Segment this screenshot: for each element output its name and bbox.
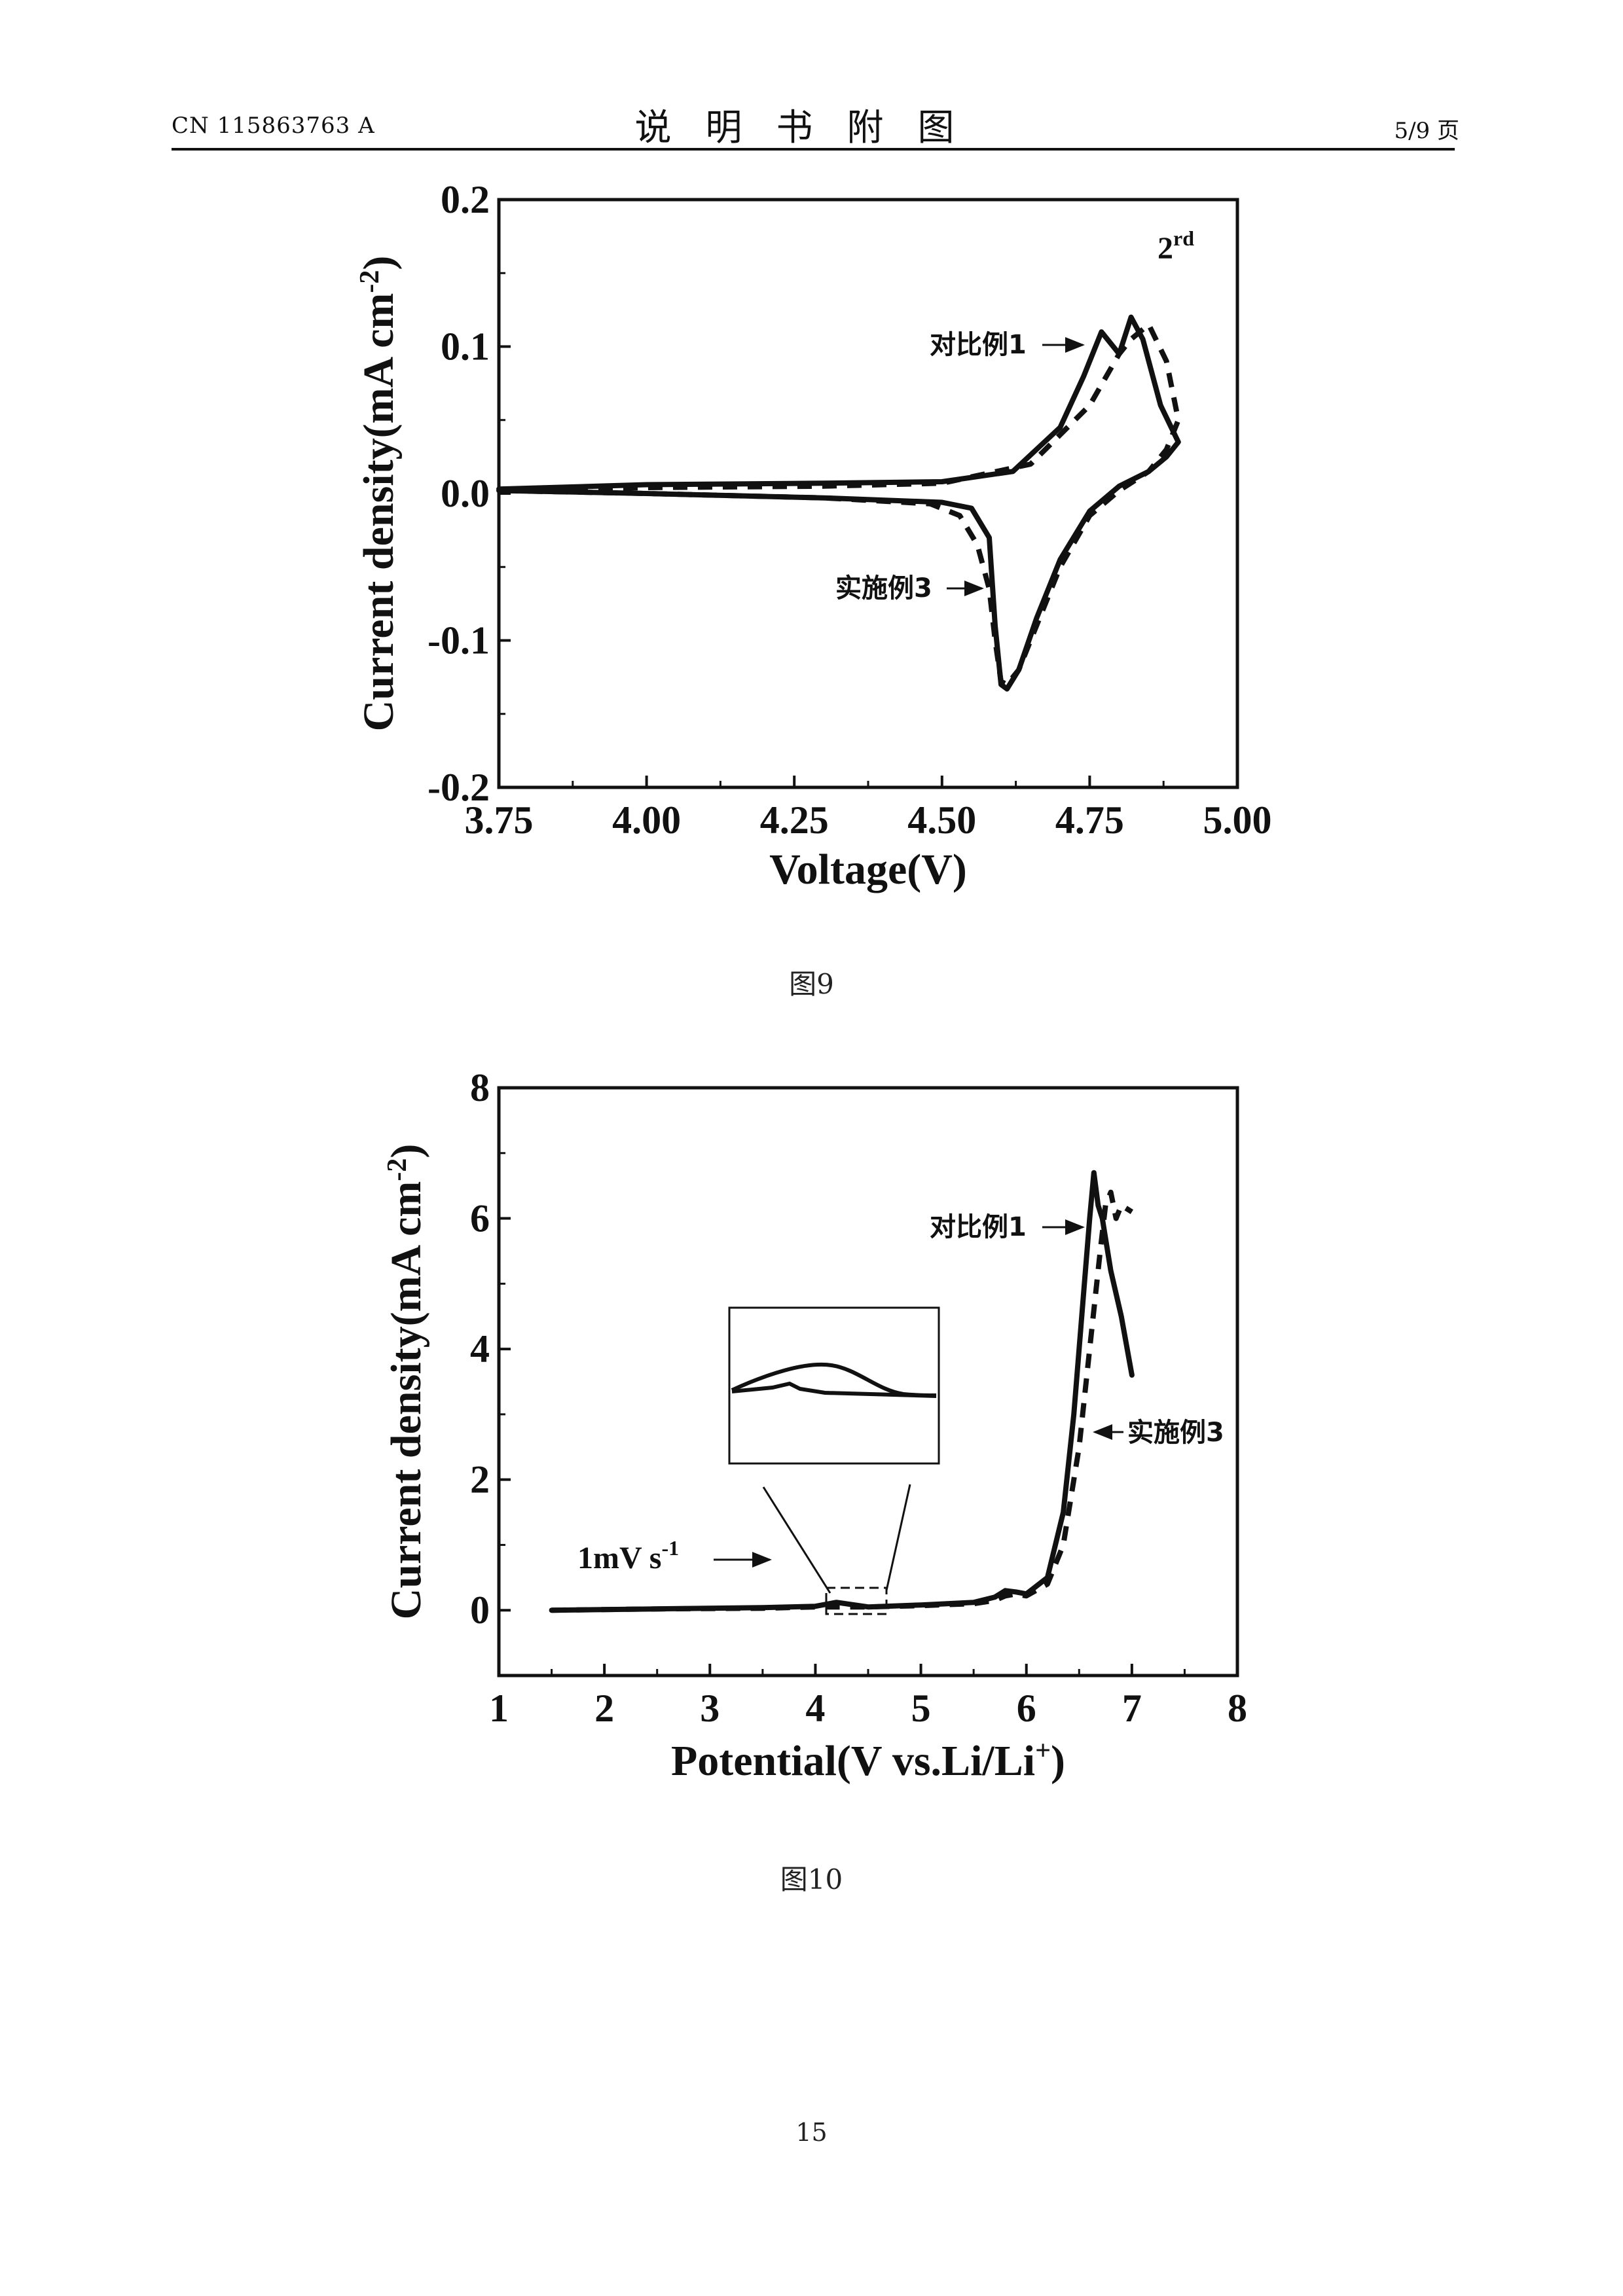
fig9-y-tick-label: -0.1 bbox=[428, 619, 490, 662]
fig10-series-example-3-line bbox=[551, 1189, 1134, 1613]
fig10-x-tick-label: 3 bbox=[700, 1687, 720, 1730]
figure-9-caption: 图9 bbox=[789, 968, 834, 1000]
fig10-x-tick-label: 4 bbox=[805, 1687, 825, 1730]
fig10-series-label-example-3: 实施例3 bbox=[1127, 1418, 1224, 1448]
fig10-zoom-connector-left bbox=[762, 1486, 831, 1594]
fig10-zoom-region bbox=[825, 1587, 888, 1615]
fig9-x-tick-label: 4.00 bbox=[612, 798, 681, 842]
fig10-series-label-comparative-1: 对比例1 bbox=[930, 1212, 1027, 1242]
fig9-y-tick-label: 0.2 bbox=[441, 178, 490, 221]
fig10-y-axis-label: Current density(mA cm-2) bbox=[382, 1144, 430, 1620]
fig10-x-tick-label: 5 bbox=[911, 1687, 931, 1730]
figure-10-caption: 图10 bbox=[780, 1863, 843, 1895]
document-section-title: 说明书附图 bbox=[634, 107, 989, 149]
fig10-inset-box bbox=[728, 1306, 940, 1465]
page-indicator: 5/9 页 bbox=[1394, 118, 1459, 144]
fig9-y-tick-label: 0.0 bbox=[441, 472, 490, 515]
fig9-y-tick-label: 0.1 bbox=[441, 325, 490, 368]
fig9-series-comparative-1-line bbox=[496, 314, 1181, 692]
fig10-inset-curve-example-3 bbox=[731, 1381, 937, 1398]
fig9-series-example-3-line bbox=[498, 321, 1181, 687]
fig10-y-tick-label: 4 bbox=[470, 1327, 490, 1371]
fig10-x-tick-label: 7 bbox=[1122, 1687, 1142, 1730]
fig10-x-tick-label: 1 bbox=[489, 1687, 509, 1730]
figure-9-chart: 3.75 4.00 4.25 4.50 4.75 5.00 0.2 0.1 0.0 -0.1 -0.… bbox=[355, 178, 1272, 893]
fig10-y-tick-label: 0 bbox=[470, 1588, 490, 1632]
fig9-x-tick-label: 5.00 bbox=[1203, 798, 1272, 842]
fig9-x-tick-label: 3.75 bbox=[465, 798, 534, 842]
figure-10-chart: 1 2 3 4 5 6 7 8 8 6 4 2 0 Potential(V vs.Li/Li+) Cur… bbox=[382, 1066, 1247, 1785]
fig9-cycle-annotation: 2rd bbox=[1158, 226, 1194, 266]
fig10-x-tick-label: 8 bbox=[1228, 1687, 1247, 1730]
fig10-y-tick-label: 8 bbox=[470, 1066, 490, 1109]
fig9-series-label-comparative-1: 对比例1 bbox=[930, 330, 1027, 360]
fig10-x-tick-label: 2 bbox=[594, 1687, 614, 1730]
patent-number: CN 115863763 A bbox=[172, 113, 375, 139]
fig9-series-label-example-3: 实施例3 bbox=[835, 573, 932, 603]
fig10-y-tick-label: 2 bbox=[470, 1458, 490, 1501]
fig10-x-tick-label: 6 bbox=[1017, 1687, 1036, 1730]
fig9-x-tick-label: 4.50 bbox=[907, 798, 976, 842]
fig9-x-tick-label: 4.75 bbox=[1055, 798, 1124, 842]
fig9-y-tick-label: -0.2 bbox=[428, 766, 490, 809]
header-rule bbox=[172, 148, 1455, 151]
fig9-y-axis-label: Current density(mA cm-2) bbox=[355, 256, 403, 732]
fig10-x-axis-label: Potential(V vs.Li/Li+) bbox=[671, 1736, 1065, 1785]
fig10-scan-rate-annotation: 1mV s-1 bbox=[577, 1536, 679, 1575]
fig9-x-tick-label: 4.25 bbox=[760, 798, 829, 842]
fig10-y-tick-label: 6 bbox=[470, 1197, 490, 1240]
fig9-x-axis-label: Voltage(V) bbox=[769, 846, 967, 893]
fig10-zoom-connector-right bbox=[885, 1484, 911, 1591]
page-number: 15 bbox=[795, 2118, 828, 2147]
